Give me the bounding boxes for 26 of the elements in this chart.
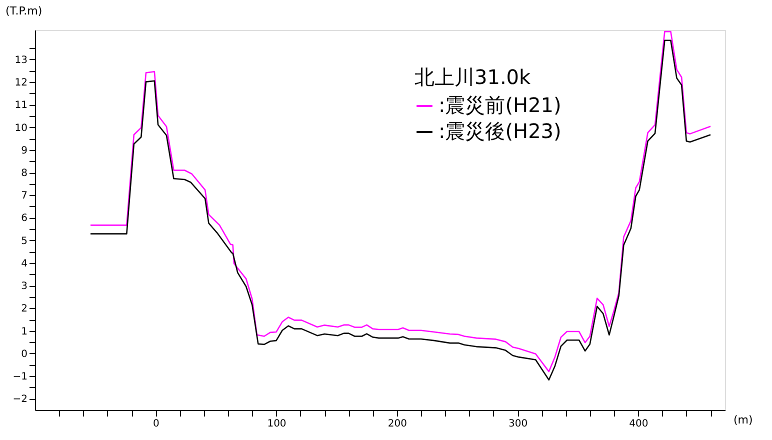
y-tick-label: 4 [21,258,28,270]
x-tick-label: 400 [629,418,648,430]
y-tick-label: 5 [21,236,28,247]
y-tick-label: 10 [14,122,28,134]
y-tick-label: 13 [14,54,28,66]
x-tick-label: 0 [152,418,160,430]
y-tick-label: 8 [21,168,28,179]
x-tick-label: 100 [267,418,286,430]
x-tick-label: 200 [388,418,407,430]
y-tick-label: 2 [21,304,28,315]
y-tick-label: −2 [12,394,28,406]
y-tick-label: 11 [14,100,28,112]
legend-title: 北上川31.0k [414,65,532,89]
y-tick-label: 3 [21,281,28,292]
legend-label: :震災後(H23) [438,119,562,143]
y-tick-label: 12 [14,78,28,89]
x-axis-title: (m) [734,414,753,426]
legend-label: :震災前(H21) [438,93,562,117]
y-tick-label: −1 [12,372,28,383]
y-tick-label: 9 [21,145,28,156]
y-tick-label: 7 [21,190,28,202]
y-tick-label: 0 [21,348,28,360]
y-tick-label: 6 [21,213,28,224]
x-tick-label: 300 [508,418,528,430]
y-tick-label: 1 [21,326,28,338]
y-axis-title: (T.P.m) [6,4,42,18]
